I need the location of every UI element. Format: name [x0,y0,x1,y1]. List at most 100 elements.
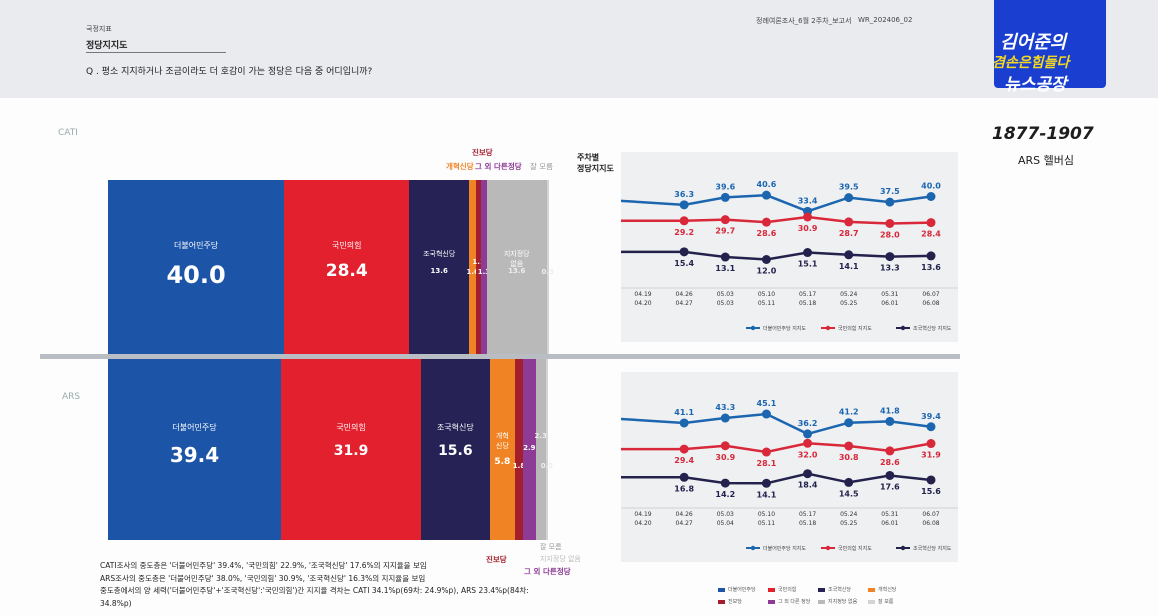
data-label: 17.6 [880,482,900,491]
cati-line-chart-panel: 36.3 39.6 40.6 33.4 39.5 37.5 40.0 29.2 29.7 28.6… [620,152,958,342]
legend-label: 잘 모름 [878,599,894,605]
data-point [885,470,895,480]
x-tick-label: 05.11 [758,520,775,527]
dontknow-label-bottom: 잘 모름 [540,543,562,551]
data-point [803,212,813,222]
x-tick-label: 06.07 [922,291,939,298]
x-tick-label: 05.18 [799,300,816,307]
legend-swatch [768,587,775,592]
data-point [679,216,689,226]
data-label: 45.1 [757,399,777,408]
data-point [720,441,730,451]
data-label: 36.2 [798,419,818,428]
series-line [621,472,932,485]
data-point [926,251,936,261]
data-label: 43.3 [715,403,735,412]
x-tick-label: 05.24 [840,291,857,298]
bar-segment [486,180,547,354]
data-label: 28.7 [839,229,859,238]
bar-segment [421,358,490,540]
data-label: 30.9 [798,224,818,233]
data-label: 28.0 [880,231,900,240]
data-label: 37.5 [880,187,900,196]
data-point [761,190,771,200]
note-line: CATI조사의 중도층은 '더불어민주당' 39.4%, '국민의힘' 22.9… [100,561,427,570]
x-tick-label: 05.11 [758,300,775,307]
other-party-label-top: 그 외 다른정당 [475,162,522,171]
x-tick-label: 04.20 [634,520,651,527]
bar-value-label: 31.9 [333,443,369,459]
legend-swatch [818,587,825,592]
data-label: 14.2 [715,490,735,499]
legend-item: 개혁신당 [868,586,896,593]
bar-value-label: 1.1 [472,258,485,266]
data-point [720,192,730,202]
legend-item: 조국혁신당 [818,586,851,593]
cati-stacked-bar: 더불어민주당 40.0 국민의힘 28.4 조국혁신당 13.6 1.6 1.1 1.3 지지정당… [108,180,554,354]
x-tick-label: 04.26 [676,511,693,518]
category-label: 국정지표 [86,25,112,33]
legend-item: 더불어민주당 [718,586,756,593]
data-point [926,475,936,485]
x-tick-label: 05.25 [840,520,857,527]
data-label: 30.8 [839,453,859,462]
x-tick-label: 05.17 [799,291,816,298]
x-tick-label: 05.04 [717,520,734,527]
legend-label: 더불어민주당 지지도 [763,325,806,332]
x-tick-label: 06.01 [881,300,898,307]
legend-label: 국민의힘 지지도 [838,545,872,552]
legend-swatch [718,599,725,604]
legend-label: 더불어민주당 지지도 [763,545,806,552]
data-point [761,217,771,227]
bar-value-label: 28.4 [325,261,368,281]
data-point [844,418,854,428]
data-point [926,439,936,449]
bar-segment [476,180,482,354]
x-tick-label: 04.19 [634,511,651,518]
other-party-label-bottom: 그 외 다른정당 [524,567,571,576]
data-point [844,477,854,487]
data-point [679,472,689,482]
bar-segment [409,180,470,354]
x-tick-label: 05.24 [840,511,857,518]
bar-value-label: 1.3 [477,268,491,276]
data-point [926,218,936,228]
data-label: 14.1 [839,262,859,271]
legend-label: 조국혁신당 지지도 [913,325,952,332]
ars-line-chart-panel: 41.1 43.3 45.1 36.2 41.2 41.8 39.4 29.4 30.9 28.1… [620,372,958,562]
data-point [844,193,854,203]
bar-segment-name: 국민의힘 [331,241,362,250]
legend-marker [825,325,831,331]
data-label: 31.9 [921,451,941,460]
data-point [885,252,895,262]
bar-value-label: 0.3 [541,268,554,276]
bar-segment-name: 더불어민주당 [174,241,219,250]
data-point [803,438,813,448]
data-point [844,217,854,227]
note-line: ARS조사의 중도층은 '더불어민주당' 38.0%, '국민의힘' 30.9%… [100,573,426,583]
bar-segment [108,180,285,354]
data-point [720,252,730,262]
weekly-chart-title: 주차별 정당지지도 [577,153,614,173]
data-label: 40.0 [921,182,941,191]
data-label: 32.0 [798,450,818,459]
bar-value-label: 15.6 [438,443,473,459]
data-point [679,200,689,210]
bar-segment [546,180,549,354]
x-tick-label: 05.03 [717,511,734,518]
data-point [885,416,895,426]
cati-line-chart: 36.3 39.6 40.6 33.4 39.5 37.5 40.0 29.2 29.7 28.6… [620,180,958,332]
data-label: 15.4 [674,259,694,268]
series-line [621,442,932,454]
note-line: 중도층에서의 양 세력('더불어민주당'+'조국혁신당':'국민의힘')간 지지… [100,586,529,608]
legend-marker [900,545,906,551]
data-label: 28.6 [880,458,900,467]
question-text: Q . 평소 지지하거나 조금이라도 더 호감이 가는 정당은 다음 중 어디입… [86,67,373,77]
data-label: 16.8 [674,484,694,493]
data-label: 30.9 [715,453,735,462]
legend-label: 개혁신당 [878,587,897,593]
bar-value-label: 1.8 [512,462,526,470]
data-label: 28.6 [757,229,777,238]
x-tick-label: 05.10 [758,511,775,518]
x-tick-label: 05.03 [717,291,734,298]
